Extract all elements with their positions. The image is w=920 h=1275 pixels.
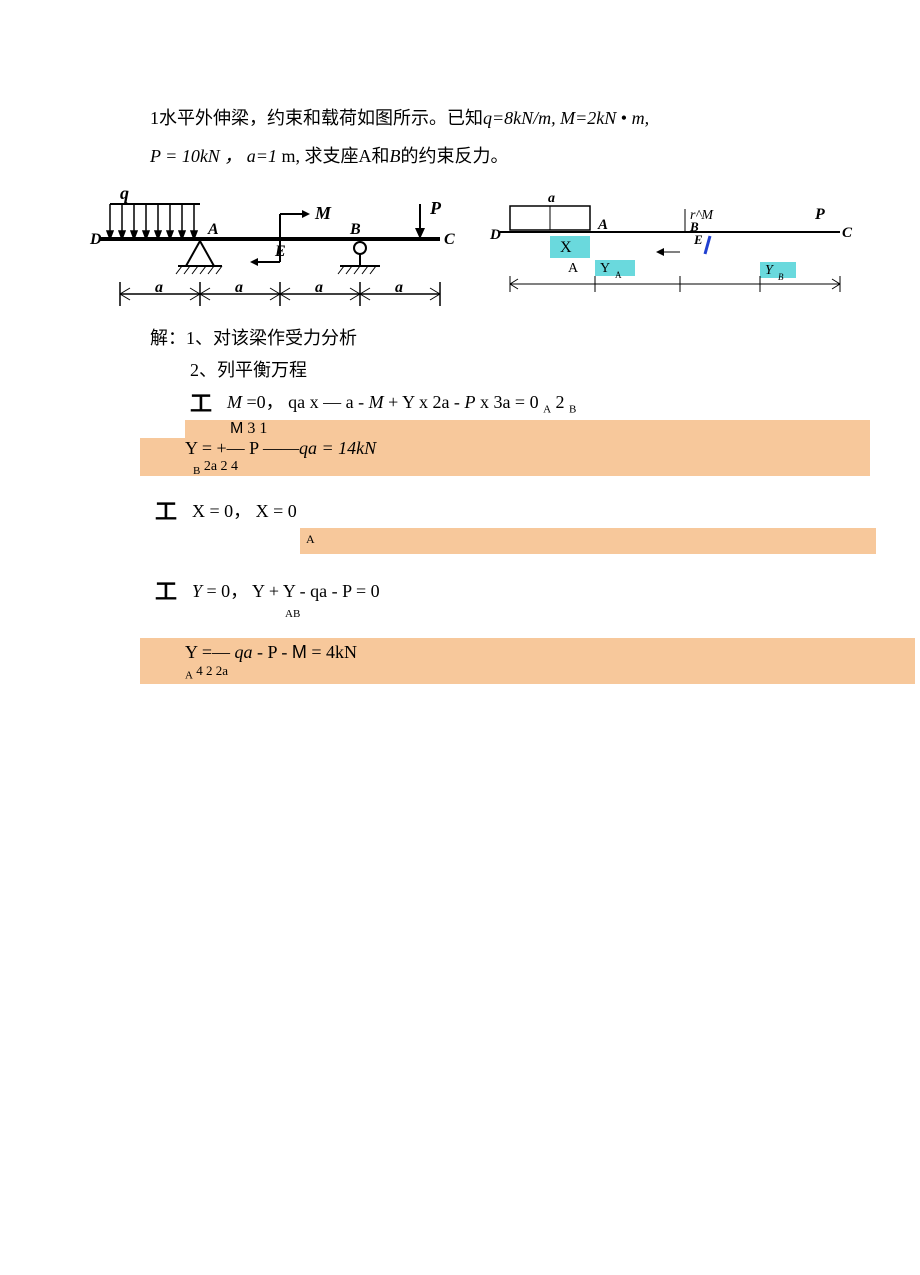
eq3-sub: AB	[285, 608, 300, 620]
ya-l1e: = 4kN	[307, 642, 357, 662]
sigma-icon-2: 工	[150, 494, 182, 526]
r-D: D	[489, 227, 501, 243]
label-q: q	[120, 184, 129, 203]
label-E: E	[274, 243, 286, 260]
r-P: P	[814, 206, 825, 223]
right-diagram: a X A Y A r^M E Y B P D A	[480, 184, 860, 314]
eq-sum-Y: 工 Y = 0， Y + Y - qa - P = 0	[150, 574, 920, 606]
eq1-i: B	[569, 403, 576, 415]
r-YB-sub: B	[778, 272, 784, 282]
ya-l1c: - P -	[252, 642, 291, 662]
ya-l2a: A	[185, 670, 193, 682]
r-A: A	[597, 217, 608, 233]
eq1-h: 2	[551, 392, 569, 412]
step-2: 2、列平衡万程	[190, 356, 307, 382]
yb-formula: M 3 1 Y = +— P ——qa = 14kN B 2a 2 4	[150, 420, 920, 477]
eq1-b: =0， qa x — a -	[242, 392, 369, 412]
yb-l3b: 2a 2 4	[200, 459, 238, 474]
sigma-icon: 工	[185, 386, 217, 418]
eq1-e: P	[464, 392, 475, 412]
eq1-M: M	[227, 392, 242, 412]
eq1-f: x 3a = 0	[475, 392, 543, 412]
prob-m: m,	[632, 108, 650, 128]
eq3-b: = 0， Y + Y - qa - P = 0	[202, 581, 380, 601]
ya-formula: Y =— qa - P - M = 4kN A 4 2 2a	[140, 638, 915, 684]
dim-a3: a	[315, 279, 323, 296]
eq-sum-X: 工 X = 0， X = 0	[150, 494, 920, 526]
r-Asub: A	[568, 261, 579, 276]
eq2-sub: A	[306, 532, 315, 546]
ya-l1b: qa	[234, 642, 252, 662]
dim-a1: a	[155, 279, 163, 296]
label-B: B	[349, 221, 361, 238]
label-D: D	[89, 231, 102, 248]
sigma-icon-3: 工	[150, 574, 182, 606]
prob-text-1: 1水平外伸梁，约束和载荷如图所示。已知	[150, 108, 483, 128]
yb-l2b: qa = 14kN	[299, 438, 376, 458]
problem-statement: 1水平外伸梁，约束和载荷如图所示。已知q=8kN/m, M=2kN • m,	[150, 100, 840, 138]
label-A: A	[207, 221, 219, 238]
yb-l1b: 3 1	[243, 420, 267, 437]
page: 1水平外伸梁，约束和载荷如图所示。已知q=8kN/m, M=2kN • m, P…	[0, 0, 920, 684]
r-label-a: a	[548, 191, 555, 206]
prob-dot: •	[616, 108, 631, 128]
eq2-a: X = 0， X = 0	[192, 497, 297, 523]
step-1: 解：1、对该梁作受力分析	[150, 324, 920, 350]
ya-l1a: Y =—	[185, 642, 234, 662]
eq2-hl: A	[300, 528, 876, 554]
ya-l1d: M	[292, 642, 307, 662]
eq1-c: M	[369, 392, 384, 412]
prob-text-2: m, 求支座A和	[277, 146, 390, 166]
diagram-row: q M	[80, 184, 860, 314]
label-M: M	[314, 203, 332, 223]
r-YA: Y	[600, 261, 610, 276]
eq3-a: Y	[192, 581, 202, 601]
problem-statement-2: P = 10kN ， a=1 m, 求支座A和B的约束反力。	[150, 138, 840, 176]
eq1-d: + Y x 2a -	[384, 392, 465, 412]
r-C: C	[842, 225, 853, 241]
r-B: B	[689, 219, 699, 234]
r-E: E	[693, 232, 703, 247]
prob-B: B	[389, 146, 400, 166]
prob-q: q=8kN/m, M=2kN	[483, 108, 616, 128]
left-diagram: q M	[80, 184, 460, 314]
solution: 解：1、对该梁作受力分析 2、列平衡万程 工 M =0， qa x — a - …	[150, 324, 920, 684]
prob-text-3: 的约束反力。	[400, 146, 508, 166]
prob-p: P = 10kN ， a=1	[150, 146, 277, 166]
yb-l2a: Y = +— P ——	[185, 438, 299, 458]
ya-l2b: 4 2 2a	[193, 663, 228, 678]
r-YA-sub: A	[615, 270, 622, 280]
eq1-g: A	[543, 403, 551, 415]
label-C: C	[444, 231, 455, 248]
dim-a4: a	[395, 279, 403, 296]
label-P: P	[429, 198, 442, 218]
eq3-sub-row: AB	[285, 608, 920, 620]
r-X: X	[560, 239, 572, 256]
dim-a2: a	[235, 279, 243, 296]
yb-l1a: M	[230, 420, 243, 437]
eq-sum-M: 工 M =0， qa x — a - M + Y x 2a - P x 3a =…	[185, 386, 920, 418]
